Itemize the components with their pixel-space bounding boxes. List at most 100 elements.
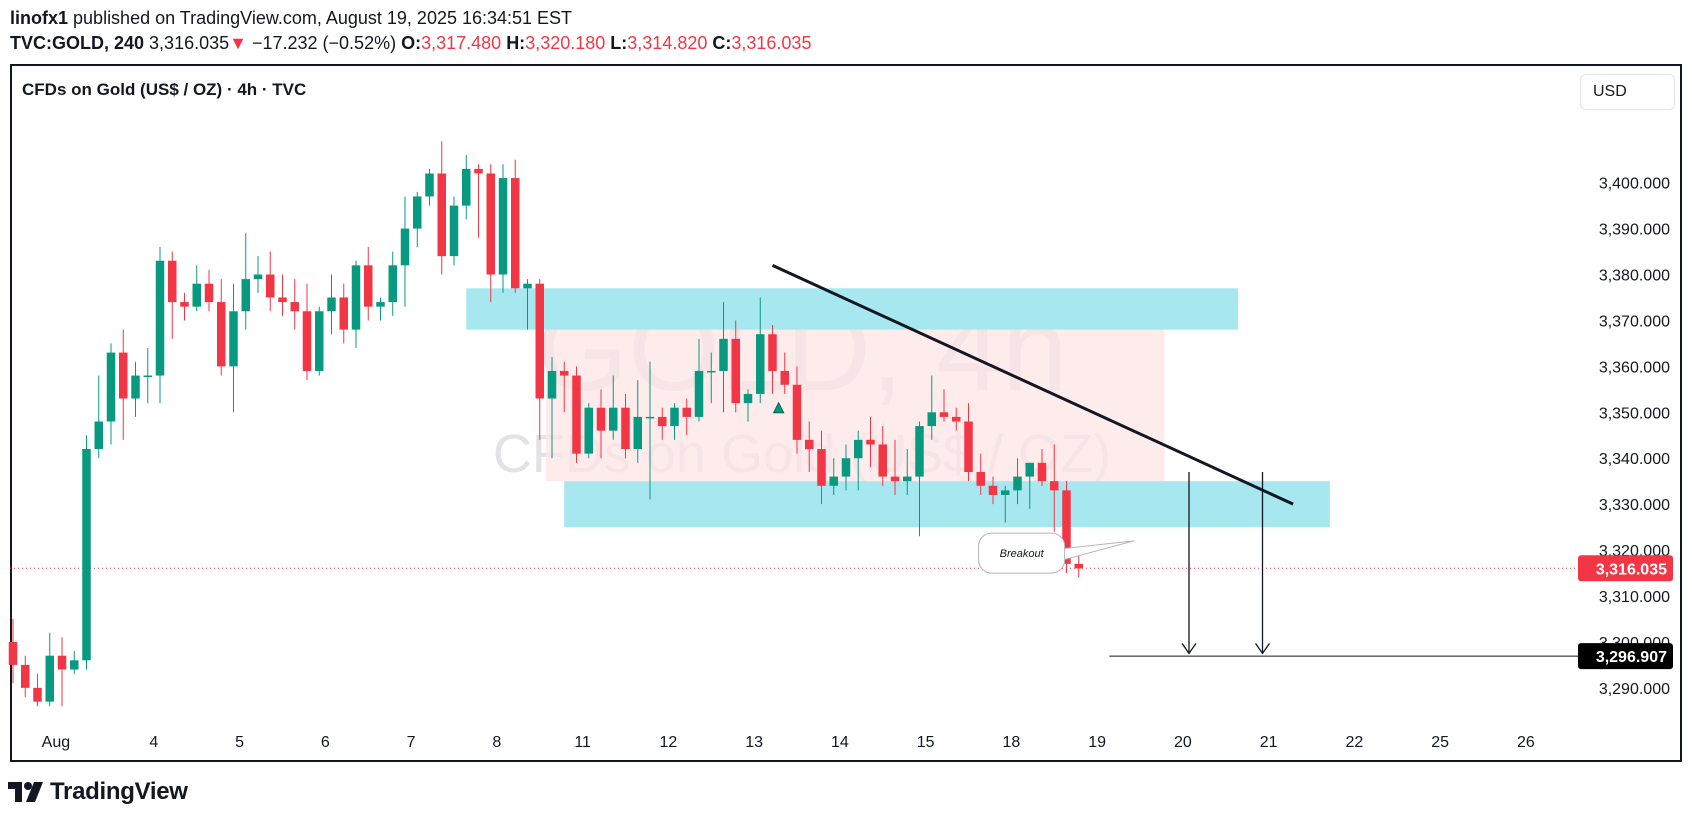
candle-body <box>939 412 949 417</box>
candle-body <box>768 334 777 371</box>
candle <box>400 196 410 307</box>
candle <box>976 453 985 495</box>
candle <box>1025 462 1034 509</box>
down-arrow <box>1181 472 1197 655</box>
candle <box>82 435 91 670</box>
y-tick-label: 3,310.000 <box>1599 589 1670 606</box>
support-zone <box>564 481 1330 528</box>
candle <box>143 348 152 404</box>
open-label: O: <box>401 33 422 53</box>
candle <box>682 398 691 436</box>
candle <box>596 389 606 459</box>
chart-frame <box>10 64 1682 762</box>
published-text: published on TradingView.com, August 19,… <box>73 8 573 28</box>
candle-body <box>241 279 250 312</box>
candle <box>866 416 875 468</box>
close-value: 3,316.035 <box>731 33 812 53</box>
candle-body <box>498 178 508 275</box>
x-tick-label: 21 <box>1260 734 1278 751</box>
candle-body <box>192 283 201 307</box>
candle <box>1050 444 1059 532</box>
candle-body <box>437 173 446 257</box>
x-tick-label: 19 <box>1088 734 1106 751</box>
candle <box>70 651 79 675</box>
candle <box>903 449 912 495</box>
arrow-head-icon <box>1254 643 1271 655</box>
high-label: H: <box>506 33 526 53</box>
candle-body <box>388 265 397 303</box>
candle <box>106 343 116 445</box>
candle <box>462 155 471 220</box>
currency-button[interactable]: USD <box>1580 74 1675 110</box>
candle-body <box>670 407 679 427</box>
candle-body <box>719 338 728 371</box>
candle <box>94 375 103 459</box>
chart-title: CFDs on Gold (US$ / OZ) · 4h · TVC <box>22 80 307 99</box>
candle-body <box>952 416 961 422</box>
candle <box>792 366 802 454</box>
candle-body <box>535 283 544 399</box>
tradingview-footer[interactable]: TradingView <box>8 778 188 806</box>
candle <box>425 168 434 206</box>
candle-body <box>376 302 385 307</box>
candle <box>204 269 214 312</box>
candle-body <box>805 439 814 450</box>
y-tick-label: 3,350.000 <box>1599 405 1670 422</box>
tradingview-logo-icon <box>8 782 43 802</box>
candle <box>278 274 287 316</box>
candle <box>339 283 348 344</box>
candle <box>388 251 397 316</box>
candle-body <box>400 228 410 266</box>
candle-body <box>413 196 422 229</box>
x-tick-label: Aug <box>42 734 70 751</box>
arrow-head-icon <box>1181 643 1197 655</box>
candle-body <box>682 407 691 417</box>
candle <box>964 403 973 482</box>
candle-body <box>266 274 275 298</box>
candle <box>633 380 642 463</box>
candle-body <box>1050 481 1059 491</box>
callout-box <box>978 532 1066 574</box>
candle <box>1013 458 1022 505</box>
x-tick-label: 15 <box>917 734 935 751</box>
candle <box>878 426 887 486</box>
candle <box>817 430 826 505</box>
candle <box>658 407 667 440</box>
candle-body <box>964 421 973 472</box>
candle <box>572 366 581 463</box>
y-tick-label: 3,330.000 <box>1599 497 1670 514</box>
signal-triangle-icon <box>772 401 785 414</box>
candle <box>364 246 373 321</box>
callout-pointer <box>1058 540 1135 562</box>
candle <box>131 361 140 417</box>
candle-body <box>143 375 152 378</box>
candle-body <box>903 476 912 482</box>
x-tick-label: 25 <box>1431 734 1449 751</box>
publisher-name[interactable]: linofx1 <box>10 8 69 28</box>
candle <box>915 421 924 537</box>
low-label: L: <box>610 33 628 53</box>
candle-body <box>94 421 103 450</box>
x-tick-label: 8 <box>492 734 501 751</box>
trendline <box>771 263 1294 506</box>
candle-body <box>449 205 459 257</box>
candle-body <box>988 485 998 495</box>
candle-body <box>560 370 569 376</box>
candle <box>645 361 655 500</box>
candle <box>1037 449 1047 486</box>
target-price-label-box <box>1578 643 1673 670</box>
candle-body <box>1001 490 1010 495</box>
candle-body <box>70 660 79 670</box>
candle-body <box>315 311 324 371</box>
candle-body <box>119 352 128 399</box>
candle-body <box>854 439 863 459</box>
candle-body <box>106 352 116 422</box>
candle <box>8 618 18 684</box>
last-price-label-box <box>1578 555 1673 582</box>
y-tick-label: 3,360.000 <box>1599 359 1670 376</box>
candle-body <box>829 476 838 486</box>
candle <box>290 279 299 330</box>
candle <box>805 421 814 472</box>
x-tick-label: 20 <box>1174 734 1192 751</box>
